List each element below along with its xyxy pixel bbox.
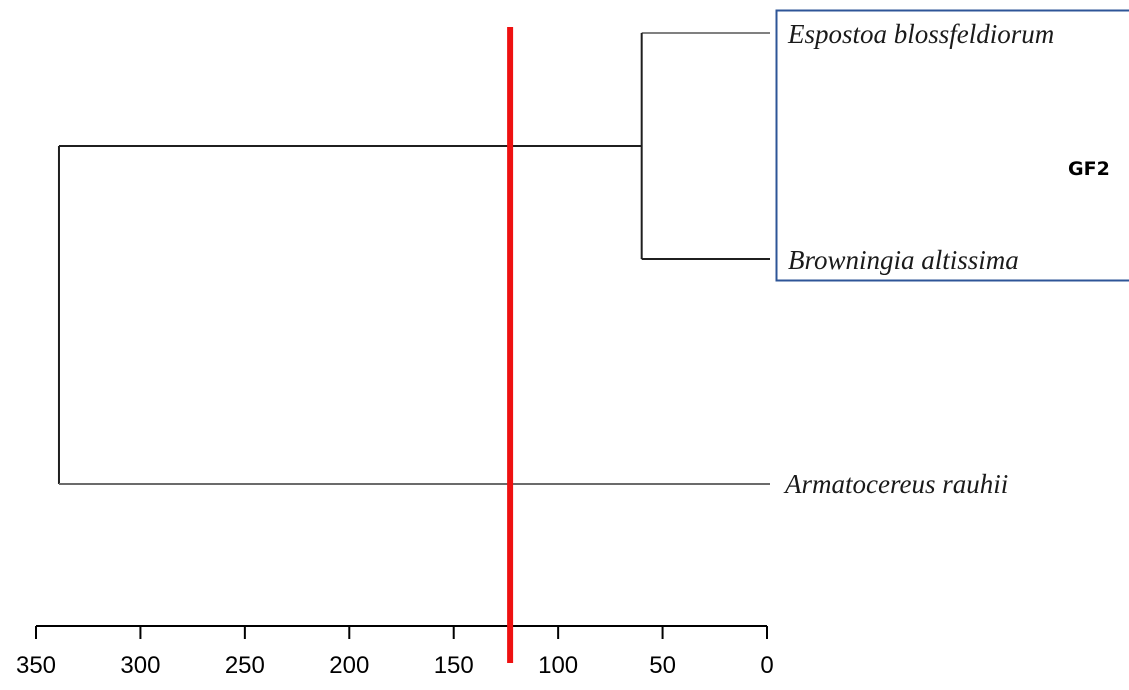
x-axis: 350 300 250 200 150 100 50 0 <box>16 625 774 679</box>
axis-tick-label: 250 <box>225 652 265 679</box>
group-label: GF2 <box>1068 158 1110 180</box>
group-box <box>775 9 1129 282</box>
axis-tick-label: 300 <box>120 652 160 679</box>
leaf-label-espostoa: Espostoa blossfeldiorum <box>787 19 1054 49</box>
leaf-label-browningia: Browningia altissima <box>788 245 1019 275</box>
leaf-label-armatocereus: Armatocereus rauhii <box>783 469 1008 499</box>
axis-tick-label: 150 <box>434 652 474 679</box>
axis-tick-label: 50 <box>649 652 676 679</box>
axis-tick-label: 0 <box>760 652 773 679</box>
axis-tick-label: 100 <box>538 652 578 679</box>
axis-tick-label: 200 <box>329 652 369 679</box>
axis-tick-label: 350 <box>16 652 56 679</box>
branches <box>57 32 770 485</box>
